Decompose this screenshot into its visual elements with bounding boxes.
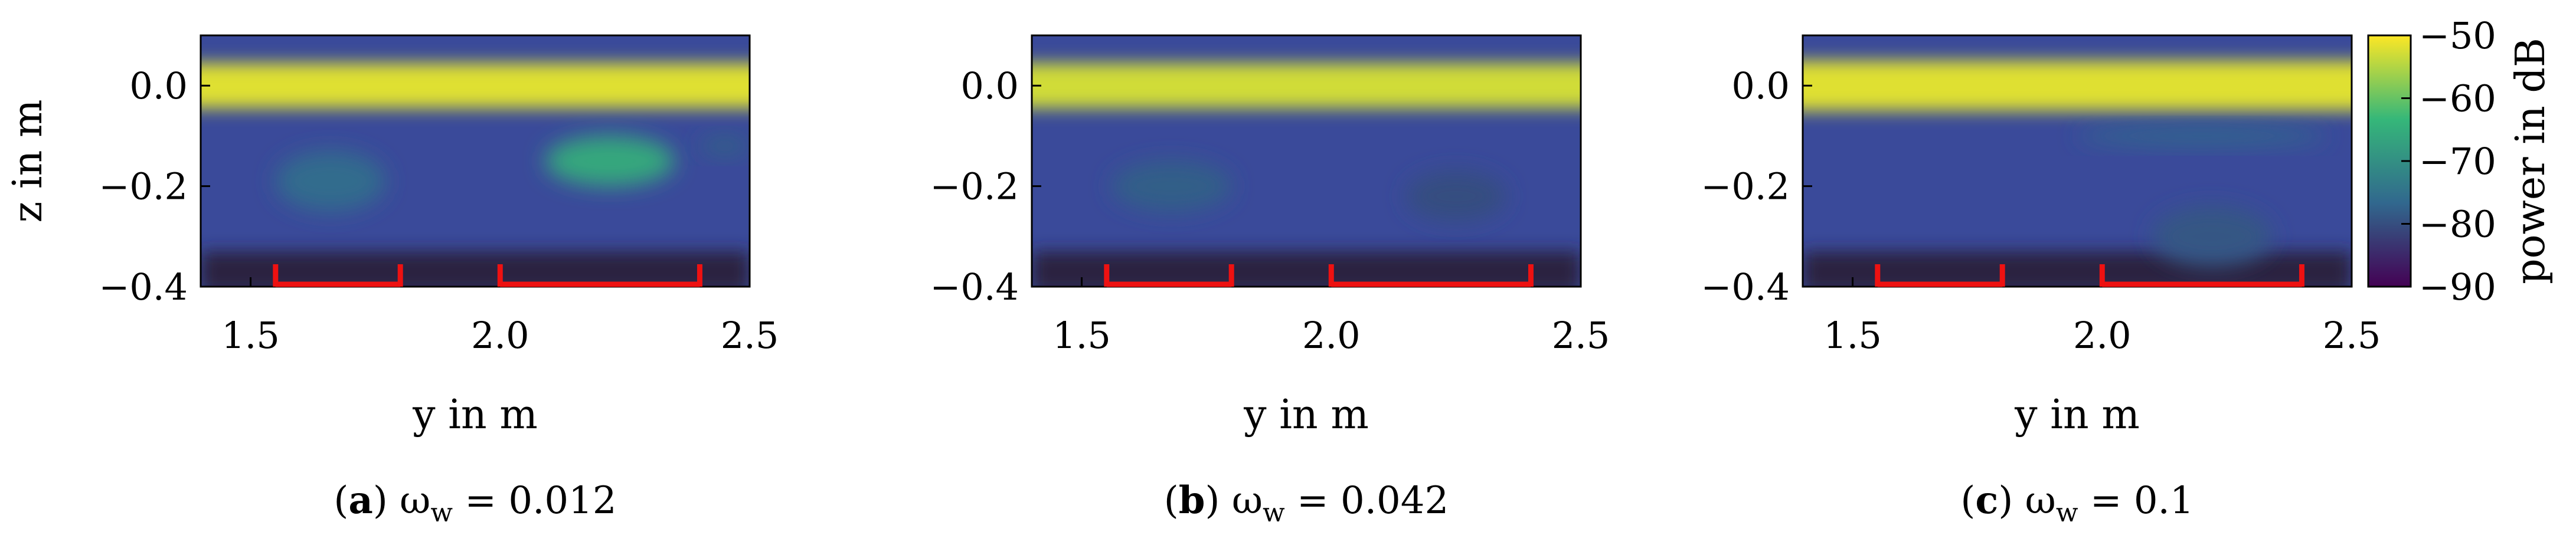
y-tick-label: −0.4 [930,265,1019,308]
region-marker [1875,264,2005,287]
y-tick-label: 0.0 [1731,64,1790,107]
heatmap-blob [699,136,750,156]
plot-frame [1031,34,1582,288]
heatmap-low-region [1803,251,2352,287]
colorbar-tick-label: −50 [2419,14,2496,57]
panel-caption: (a) ωw = 0.012 [334,478,616,528]
x-tick-label: 2.0 [471,314,529,357]
colorbar-tick-label: −90 [2419,265,2496,308]
colorbar-label: power in dB [2508,38,2554,284]
panel-caption: (c) ωw = 0.1 [1960,478,2193,528]
x-tick-label: 1.5 [1052,314,1111,357]
heatmap-blob [2152,206,2272,267]
x-tick-label: 2.5 [2323,314,2381,357]
x-axis-label: y in m [412,392,538,438]
panel-c: 1.5 2.0 2.5 0.0 −0.2 −0.4 y in m (c) ωw = 0.1 [1701,34,2381,528]
x-tick-label: 2.0 [2073,314,2132,357]
heatmap-blob [275,150,385,212]
y-tick-label: −0.2 [930,165,1019,208]
y-tick-label: −0.4 [99,265,188,308]
panel-caption: (b) ωw = 0.042 [1164,478,1449,528]
x-tick-label: 2.5 [721,314,779,357]
region-marker [1104,264,1234,287]
y-tick-label: −0.2 [99,165,188,208]
surface-reflection-band [1032,63,1581,109]
heatmap-low-region [201,251,750,287]
plot-frame [200,34,751,288]
y-tick-label: 0.0 [960,64,1019,107]
surface-reflection-band [201,63,750,109]
plot-frame [1802,34,2353,288]
heatmap-blob [1112,161,1232,212]
y-tick-label: −0.4 [1701,265,1790,308]
panel-a: 1.5 2.0 2.5 0.0 −0.2 −0.4 y in m z in m (a) ωw =… [5,34,779,528]
heatmap-blob [2077,126,2327,146]
y-tick-label: 0.0 [129,64,188,107]
x-tick-label: 1.5 [221,314,280,357]
x-axis-label: y in m [2014,392,2140,438]
y-tick-label: −0.2 [1701,165,1790,208]
heatmap-area [201,35,750,287]
panel-b: 1.5 2.0 2.5 0.0 −0.2 −0.4 y in m (b) ωw = 0.042 [930,34,1610,528]
colorbar-tick-label: −60 [2419,77,2496,120]
x-axis-label: y in m [1243,392,1369,438]
y-axis-label: z in m [5,99,51,222]
colorbar: −50 −60 −70 −80 −90 power in dB [2367,14,2554,308]
heatmap-low-region [1032,251,1581,287]
heatmap-blob [545,136,675,186]
x-tick-label: 2.0 [1302,314,1361,357]
region-marker [1328,264,1534,287]
region-marker [273,264,403,287]
region-marker [2099,264,2304,287]
heatmap-area [1032,35,1581,287]
x-tick-label: 2.5 [1552,314,1610,357]
heatmap-area [1803,35,2352,287]
surface-reflection-band [1803,60,2352,111]
x-tick-label: 1.5 [1823,314,1882,357]
heatmap-blob [1406,171,1506,222]
region-marker [497,264,702,287]
colorbar-tick-label: −70 [2419,140,2496,183]
colorbar-tick-label: −80 [2419,203,2496,246]
